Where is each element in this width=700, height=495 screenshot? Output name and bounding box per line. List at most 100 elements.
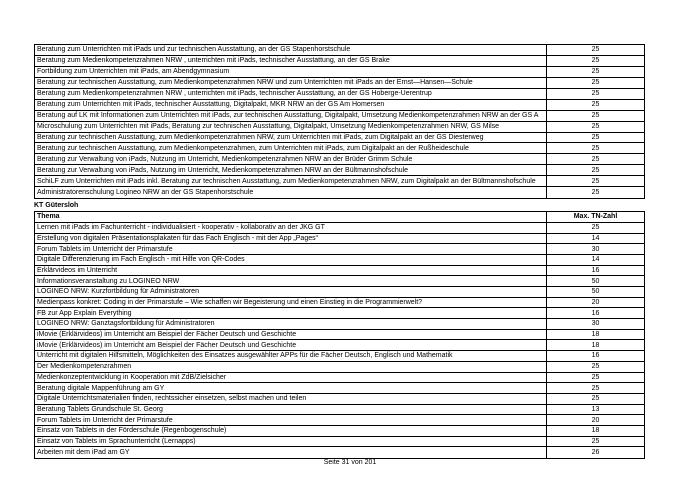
max-tn-zahl-cell: 30 <box>591 320 600 328</box>
max-tn-zahl-cell: 16 <box>591 352 600 360</box>
thema-cell: FB zur App Explain Everything <box>35 308 547 319</box>
thema-cell: LOGINEO NRW: Kurzfortbildung für Adminis… <box>35 287 547 297</box>
max-tn-zahl-cell: 16 <box>591 309 600 317</box>
table-row: Einsatz von Tablets im Sprachunterricht … <box>35 436 644 448</box>
table-row: Beratung zum Unterrichten mit iPads, tec… <box>35 99 644 111</box>
max-tn-zahl-cell: 25 <box>591 112 600 120</box>
table-row: Beratung zum Medienkompetenzrahmen NRW ,… <box>35 88 644 100</box>
max-tn-zahl-cell: 25 <box>591 363 600 371</box>
table-row: Einsatz von Tablets in der Förderschule … <box>35 425 644 437</box>
thema-cell: Unterricht mit digitalen Hilfsmitteln, M… <box>35 351 547 361</box>
table-row: Unterricht mit digitalen Hilfsmitteln, M… <box>35 351 644 362</box>
table-row: Beratung zur technischen Ausstattung, zu… <box>35 77 644 89</box>
thema-cell: Beratung zur technischen Ausstattung, zu… <box>35 132 547 143</box>
max-tn-zahl-cell: 25 <box>591 155 600 163</box>
max-tn-zahl-cell: 25 <box>591 224 600 232</box>
table-topics-guetersloh: Thema Max. TN-Zahl Lernen mit iPads im F… <box>34 210 645 459</box>
table-row: Forum Tablets im Unterricht der Primarst… <box>35 244 644 256</box>
max-tn-zahl-cell: 18 <box>591 331 600 339</box>
table-row: Der Medienkompetenzrahmen 25 <box>35 361 644 373</box>
max-tn-zahl-cell: 25 <box>591 437 600 445</box>
thema-cell: Beratung zur Verwaltung von iPads, Nutzu… <box>35 154 547 165</box>
max-tn-zahl-cell: 13 <box>591 405 600 413</box>
max-tn-zahl-cell: 50 <box>591 277 600 285</box>
thema-cell: Forum Tablets im Unterricht der Primarst… <box>35 415 547 425</box>
column-header-max-tn-zahl: Max. TN-Zahl <box>573 213 618 221</box>
max-tn-zahl-cell: 25 <box>591 57 600 65</box>
max-tn-zahl-cell: 25 <box>591 68 600 76</box>
table-row: Beratung zur Verwaltung von iPads, Nutzu… <box>35 165 644 177</box>
max-tn-zahl-cell: 14 <box>591 256 600 264</box>
max-tn-zahl-cell: 26 <box>591 449 600 457</box>
table-row: Informationsveranstaltung zu LOGINEO NRW… <box>35 276 644 288</box>
table-row: Digitale Differenzierung im Fach Englisc… <box>35 255 644 266</box>
max-tn-zahl-cell: 25 <box>591 384 600 392</box>
table-row: iMovie (Erklärvideos) im Unterricht am B… <box>35 340 644 352</box>
table-row: Forum Tablets im Unterricht der Primarst… <box>35 415 644 426</box>
table-row: Beratung zur Verwaltung von iPads, Nutzu… <box>35 154 644 166</box>
thema-cell: Lernen mit iPads im Fachunterricht - ind… <box>35 223 547 233</box>
thema-cell: Arbeiten mit dem iPad am GY <box>35 447 547 458</box>
table-row: Medienpass konkret: Coding in der Primar… <box>35 297 644 309</box>
page-number-footer: Seite 31 von 201 <box>323 459 377 466</box>
table-row: Arbeiten mit dem iPad am GY 26 <box>35 447 644 458</box>
table-row: Digitale Unterrichtsmaterialien finden, … <box>35 393 644 405</box>
max-tn-zahl-cell: 25 <box>591 90 600 98</box>
thema-cell: Informationsveranstaltung zu LOGINEO NRW <box>35 276 547 287</box>
thema-cell: Beratung Tablets Grundschule St. Georg <box>35 404 547 415</box>
table-row: Erklärvideos im Unterricht 16 <box>35 265 644 277</box>
thema-cell: Medienkonzeptentwicklung in Kooperation … <box>35 372 547 383</box>
thema-cell: iMovie (Erklärvideos) im Unterricht am B… <box>35 340 547 351</box>
max-tn-zahl-cell: 25 <box>591 189 600 197</box>
max-tn-zahl-cell: 20 <box>591 416 600 424</box>
thema-cell: Erklärvideos im Unterricht <box>35 265 547 276</box>
table-row: Beratung zum Medienkompetenzrahmen NRW ,… <box>35 55 644 67</box>
table-row: Beratung Tablets Grundschule St. Georg 1… <box>35 404 644 416</box>
max-tn-zahl-cell: 16 <box>591 267 600 275</box>
table-row: Beratung zur technischen Ausstattung, zu… <box>35 132 644 144</box>
thema-cell: Einsatz von Tablets im Sprachunterricht … <box>35 436 547 447</box>
table-header-row: Thema Max. TN-Zahl <box>35 211 644 224</box>
section-label-kt-guetersloh: KT Gütersloh <box>34 201 79 209</box>
thema-cell: Administratorenschulung Logineo NRW an d… <box>35 187 547 199</box>
table-row: SchiLF zum Unterrichten mit iPads inkl. … <box>35 176 644 188</box>
thema-cell: Beratung zum Medienkompetenzrahmen NRW ,… <box>35 88 547 99</box>
thema-cell: Forum Tablets im Unterricht der Primarst… <box>35 244 547 255</box>
thema-cell: Einsatz von Tablets in der Förderschule … <box>35 425 547 436</box>
thema-cell: Beratung zur technischen Ausstattung, zu… <box>35 143 547 154</box>
thema-cell: LOGINEO NRW: Ganztagsfortbildung für Adm… <box>35 319 547 329</box>
max-tn-zahl-cell: 18 <box>591 341 600 349</box>
max-tn-zahl-cell: 18 <box>591 427 600 435</box>
table-row: FB zur App Explain Everything 16 <box>35 308 644 320</box>
max-tn-zahl-cell: 14 <box>591 235 600 243</box>
thema-cell: iMovie (Erklärvideos) im Unterricht am B… <box>35 329 547 340</box>
thema-cell: Beratung zur Verwaltung von iPads, Nutzu… <box>35 165 547 176</box>
table-row: Erstellung von digitalen Präsentationspl… <box>35 233 644 245</box>
thema-cell: Beratung zum Unterrichten mit iPads, tec… <box>35 99 547 110</box>
thema-cell: SchiLF zum Unterrichten mit iPads inkl. … <box>35 176 547 187</box>
table-row: Lernen mit iPads im Fachunterricht - ind… <box>35 223 644 234</box>
thema-cell: Fortbildung zum Unterrichten mit iPads, … <box>35 66 547 77</box>
table-row: Administratorenschulung Logineo NRW an d… <box>35 187 644 199</box>
thema-cell: Beratung zum Unterrichten mit iPads und … <box>35 45 547 55</box>
max-tn-zahl-cell: 25 <box>591 373 600 381</box>
table-row: Beratung zum Unterrichten mit iPads und … <box>35 45 644 56</box>
thema-cell: Beratung zur technischen Ausstattung, zu… <box>35 77 547 88</box>
table-row: Microschulung zum Unterrichten mit iPads… <box>35 121 644 133</box>
max-tn-zahl-cell: 25 <box>591 177 600 185</box>
table-row: Beratung auf LK mit Informationen zum Un… <box>35 110 644 122</box>
max-tn-zahl-cell: 30 <box>591 245 600 253</box>
max-tn-zahl-cell: 25 <box>591 123 600 131</box>
max-tn-zahl-cell: 25 <box>591 79 600 87</box>
thema-cell: Digitale Unterrichtsmaterialien finden, … <box>35 393 547 404</box>
table-row: Medienkonzeptentwicklung in Kooperation … <box>35 372 644 384</box>
max-tn-zahl-cell: 25 <box>591 144 600 152</box>
table-row: Beratung zur technischen Ausstattung, zu… <box>35 143 644 155</box>
table-row: iMovie (Erklärvideos) im Unterricht am B… <box>35 329 644 341</box>
max-tn-zahl-cell: 50 <box>591 288 600 296</box>
thema-cell: Der Medienkompetenzrahmen <box>35 361 547 372</box>
table-topics-continued: Beratung zum Unterrichten mit iPads und … <box>34 44 645 200</box>
thema-cell: Digitale Differenzierung im Fach Englisc… <box>35 255 547 265</box>
thema-cell: Medienpass konkret: Coding in der Primar… <box>35 297 547 308</box>
thema-cell: Microschulung zum Unterrichten mit iPads… <box>35 121 547 132</box>
